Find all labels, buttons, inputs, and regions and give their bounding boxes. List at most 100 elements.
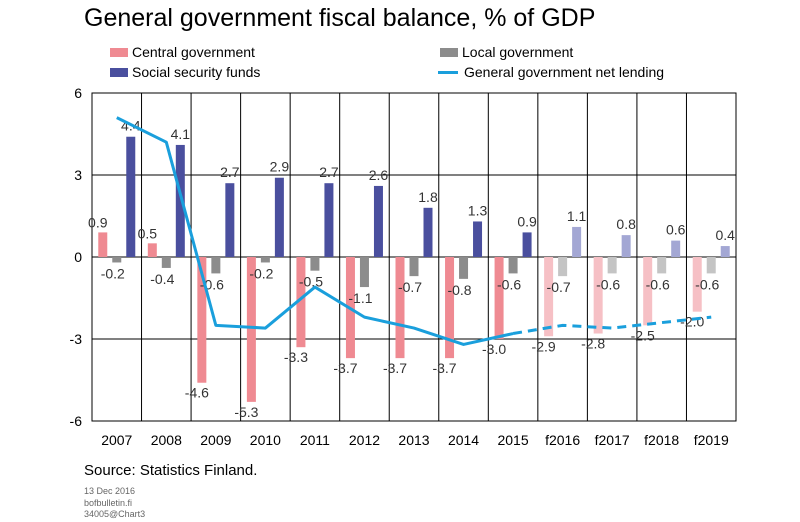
- net-lending-line: [116, 116, 514, 346]
- legend-local-swatch: [440, 47, 458, 57]
- x-tick-label: 2007: [101, 432, 132, 448]
- x-tick-label: 2009: [200, 432, 231, 448]
- data-label-social: 2.6: [369, 167, 389, 183]
- bar-central: [445, 257, 455, 359]
- data-label-central: -4.6: [185, 385, 209, 401]
- data-label-social: 1.1: [567, 208, 587, 224]
- bar-social: [572, 226, 582, 257]
- y-tick-label: 6: [74, 85, 82, 101]
- data-label-local: -0.6: [596, 276, 620, 292]
- bar-local: [657, 257, 667, 274]
- data-label-central: -2.8: [581, 336, 605, 352]
- data-label-social: 0.8: [616, 216, 636, 232]
- bar-social: [473, 221, 483, 257]
- bar-local: [508, 257, 518, 274]
- x-tick-label: f2018: [644, 432, 679, 448]
- bar-social: [720, 246, 730, 257]
- data-label-social: 0.4: [715, 227, 735, 243]
- x-tick-label: f2019: [694, 432, 729, 448]
- data-label-central: -3.7: [432, 360, 456, 376]
- bar-social: [324, 183, 334, 257]
- bar-central: [98, 232, 108, 257]
- x-tick-label: f2017: [595, 432, 630, 448]
- data-label-local: -0.4: [150, 271, 174, 287]
- data-label-social: 0.6: [666, 222, 686, 238]
- bar-central: [544, 257, 554, 337]
- data-label-central: -2.9: [532, 338, 556, 354]
- data-label-central: 0.5: [138, 225, 158, 241]
- x-tick-label: 2013: [398, 432, 429, 448]
- legend-net-line: [438, 70, 458, 74]
- bar-social: [423, 207, 433, 257]
- legend-local-label: Local government: [462, 44, 574, 60]
- bar-local: [112, 257, 122, 263]
- y-tick-label: 3: [74, 167, 82, 183]
- data-label-local: -0.7: [398, 279, 422, 295]
- legend-local: Local government: [440, 44, 573, 60]
- data-label-social: 2.9: [270, 159, 290, 175]
- y-tick-label: -3: [70, 331, 83, 347]
- bar-central: [296, 257, 306, 348]
- data-label-social: 1.8: [418, 189, 438, 205]
- bar-central: [643, 257, 653, 326]
- data-label-local: -0.6: [695, 276, 719, 292]
- x-tick-label: 2014: [448, 432, 479, 448]
- data-label-local: -0.7: [547, 279, 571, 295]
- data-label-central: -5.3: [234, 404, 258, 420]
- bar-local: [558, 257, 568, 277]
- data-label-local: -0.2: [249, 265, 273, 281]
- x-tick-label: 2011: [300, 432, 330, 448]
- x-tick-label: 2010: [250, 432, 281, 448]
- bar-local: [260, 257, 270, 263]
- legend-social-swatch: [110, 67, 128, 77]
- bar-local: [310, 257, 320, 271]
- y-tick-label: -6: [70, 413, 83, 429]
- bar-local: [359, 257, 369, 288]
- x-tick-label: 2008: [151, 432, 182, 448]
- legend-net-label: General government net lending: [464, 64, 665, 80]
- bar-central: [197, 257, 207, 383]
- data-label-social: 0.9: [517, 213, 537, 229]
- data-label-social: 4.1: [171, 126, 191, 142]
- bar-central: [147, 243, 157, 257]
- data-label-local: -0.6: [646, 276, 670, 292]
- source-note: Source: Statistics Finland.: [84, 462, 258, 479]
- footer-code: 34005@Chart3: [84, 509, 146, 519]
- data-label-local: -1.1: [348, 290, 372, 306]
- data-label-local: -0.8: [447, 282, 471, 298]
- legend-central-label: Central government: [132, 44, 255, 60]
- bar-local: [706, 257, 716, 274]
- bar-local: [459, 257, 469, 279]
- bar-local: [607, 257, 617, 274]
- data-label-central: 0.9: [88, 214, 108, 230]
- bar-social: [126, 136, 136, 257]
- legend-central: Central government: [110, 44, 255, 60]
- bar-social: [225, 183, 235, 257]
- legend-social: Social security funds: [110, 64, 260, 80]
- footer-site: bofbulletin.fi: [84, 498, 133, 508]
- bar-social: [522, 232, 532, 257]
- bar-social: [175, 144, 185, 257]
- bar-central: [692, 257, 702, 312]
- x-tick-label: 2015: [497, 432, 528, 448]
- data-label-local: -0.5: [299, 274, 323, 290]
- y-tick-label: 0: [74, 249, 82, 265]
- legend-social-label: Social security funds: [132, 64, 261, 80]
- bar-social: [274, 177, 284, 257]
- data-label-local: -0.6: [497, 276, 521, 292]
- bar-social: [671, 240, 681, 257]
- x-tick-label: 2012: [349, 432, 380, 448]
- bar-local: [211, 257, 221, 274]
- x-tick-label: f2016: [545, 432, 580, 448]
- bar-local: [161, 257, 171, 268]
- data-label-central: -3.7: [383, 360, 407, 376]
- net-lending-forecast-line: [512, 315, 712, 336]
- bar-central: [395, 257, 405, 359]
- data-label-social: 1.3: [468, 202, 488, 218]
- chart-title: General government fiscal balance, % of …: [84, 4, 596, 32]
- data-label-central: -3.7: [333, 360, 357, 376]
- bar-central: [593, 257, 603, 334]
- legend-central-swatch: [110, 47, 128, 57]
- data-label-local: -0.2: [101, 265, 125, 281]
